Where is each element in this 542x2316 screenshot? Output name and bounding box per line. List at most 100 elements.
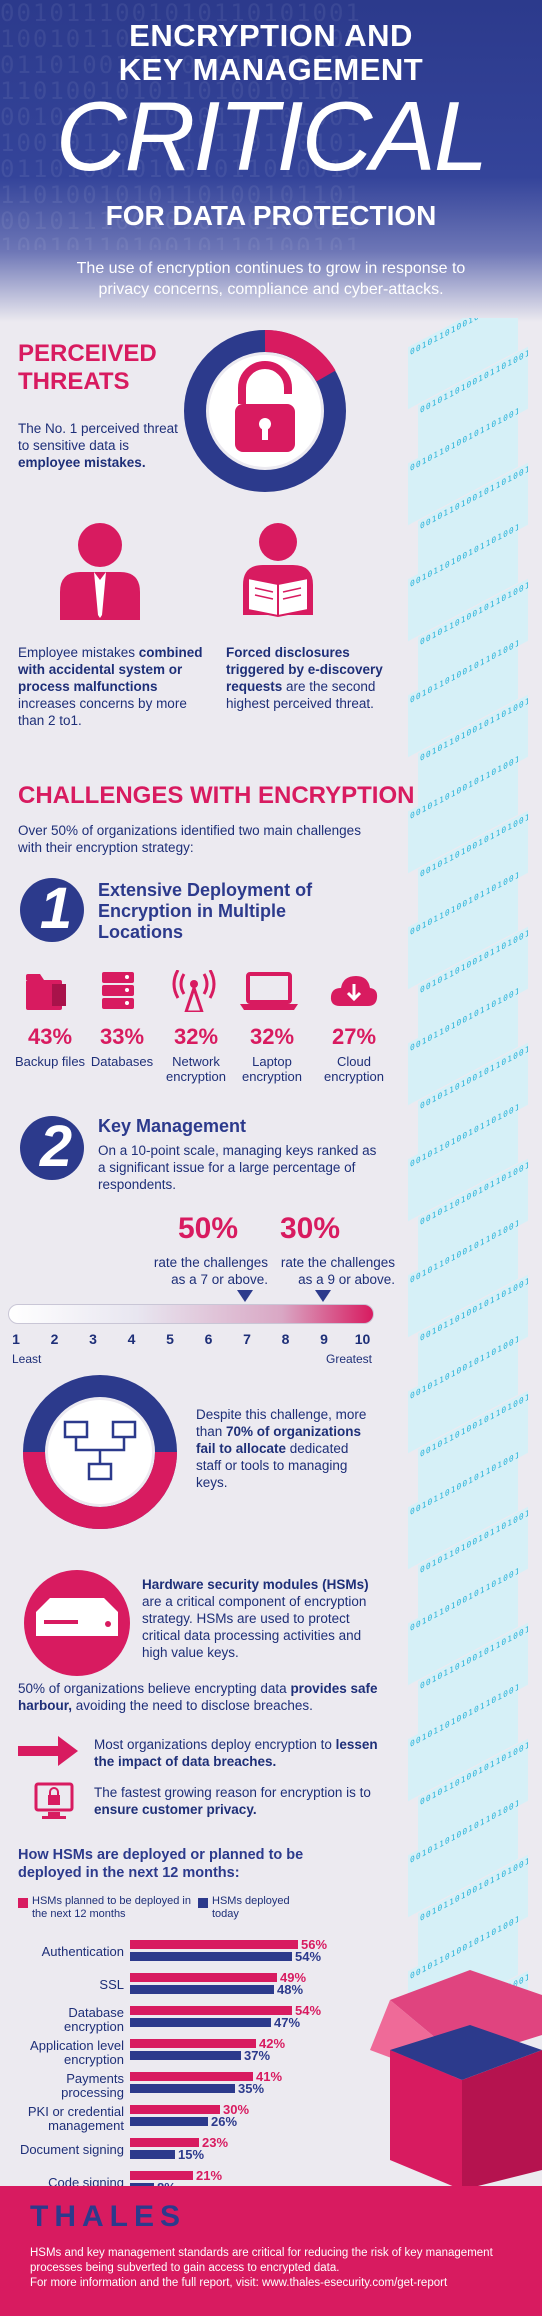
threats-title: PERCEIVED THREATS — [18, 340, 157, 396]
cloud-download-icon — [330, 976, 378, 1006]
rate-50-text: rate the challenges as a 7 or above. — [153, 1255, 268, 1287]
challenges-title: CHALLENGES WITH ENCRYPTION — [18, 782, 415, 809]
title-line-4: FOR DATA PROTECTION — [105, 200, 437, 231]
number-one-badge — [20, 878, 84, 942]
challenge-item-label: Databases — [90, 1054, 154, 1069]
bar-today-value: 47% — [274, 2015, 301, 2030]
challenge-item-label: Backup files — [14, 1054, 86, 1069]
binary-ribbon: 0010110100101101001011010010110100101101… — [404, 318, 542, 2028]
bar-planned — [130, 1940, 298, 1949]
employee-mistakes-text: Employee mistakes combined with accident… — [18, 644, 203, 729]
fail-allocate-text: Despite this challenge, more than 70% of… — [196, 1406, 376, 1491]
challenge-item-pct: 43% — [27, 1024, 73, 1049]
thales-logo: THALES — [30, 2200, 186, 2233]
bar-planned-value: 41% — [256, 2069, 283, 2084]
marker-9-icon — [315, 1290, 331, 1302]
bar-today-value: 37% — [244, 2048, 271, 2063]
challenge-item-label: Laptop encryption — [242, 1054, 302, 1084]
bar-today-value: 26% — [211, 2114, 238, 2129]
lessen-impact-text: Most organizations deploy encryption to … — [94, 1736, 384, 1770]
reading-person-icon — [243, 523, 313, 618]
legend-today: HSMs deployed today — [212, 1895, 290, 1920]
bar-planned — [130, 2072, 253, 2081]
bar-today — [130, 2018, 271, 2027]
employee-text-pre: Employee mistakes — [18, 645, 139, 660]
bar-planned — [130, 2105, 220, 2114]
safe-harbour-text: 50% of organizations believe encrypting … — [18, 1680, 378, 1714]
hsm-text-post: are a critical component of encryption s… — [142, 1594, 367, 1660]
threats-intro-text: The No. 1 perceived threat to sensitive … — [18, 421, 178, 453]
challenge-item-pct: 27% — [331, 1024, 377, 1049]
lock-donut-icon — [184, 329, 346, 492]
harbour-text-pre: 50% of organizations believe encrypting … — [18, 1681, 291, 1696]
bar-planned-value: 23% — [202, 2135, 229, 2150]
bar-planned-value: 42% — [259, 2036, 286, 2051]
scale-number: 10 — [354, 1331, 371, 1347]
footer-text: HSMs and key management standards are cr… — [30, 2246, 510, 2291]
challenge-item-label: Network encryption — [166, 1054, 226, 1084]
network-tower-icon — [172, 970, 216, 1012]
scale-number: 7 — [243, 1331, 251, 1347]
scale-bar — [8, 1304, 374, 1324]
bar-planned — [130, 2039, 256, 2048]
bar-category-label: SSL — [99, 1977, 124, 1992]
bar-category-label: Authentication — [41, 1944, 124, 1959]
backup-files-icon — [26, 974, 66, 1010]
lessen-text-bold: lessen the impact of data breaches. — [94, 1737, 378, 1769]
scale-number: 6 — [204, 1331, 213, 1347]
privacy-text-bold: ensure customer privacy. — [94, 1802, 257, 1817]
bar-today — [130, 2117, 208, 2126]
title-line-2: KEY MANAGEMENT — [118, 52, 424, 87]
hsm-chart-title: How HSMs are deployed or planned to be d… — [18, 1847, 304, 1881]
bar-today-value: 48% — [277, 1982, 304, 1997]
threats-intro-bold: employee mistakes. — [18, 455, 146, 470]
bar-planned-value: 49% — [280, 1970, 307, 1985]
challenge-item-pct: 32% — [173, 1024, 219, 1049]
hsm-text-bold: Hardware security modules (HSMs) — [142, 1577, 369, 1592]
threats-intro: The No. 1 perceived threat to sensitive … — [18, 420, 178, 471]
footer-link[interactable]: For more information and the full report… — [30, 2277, 448, 2289]
bar-planned-value: 21% — [196, 2168, 223, 2183]
scale-number: 3 — [89, 1331, 97, 1347]
arrow-right-icon — [18, 1736, 78, 1766]
title-line-1: ENCRYPTION AND — [129, 18, 413, 53]
scale-number: 1 — [12, 1331, 20, 1347]
forced-disclosures-text: Forced disclosures triggered by e-discov… — [226, 644, 401, 712]
scale-number: 4 — [127, 1331, 136, 1347]
bar-planned — [130, 2138, 199, 2147]
bar-today — [130, 2084, 235, 2093]
hsm-device-icon — [24, 1570, 130, 1676]
challenge-two-text: On a 10-point scale, managing keys ranke… — [98, 1143, 377, 1192]
bar-planned — [130, 1973, 277, 1982]
binary-background: 0010111001010110101001 10010110100101101… — [0, 0, 362, 250]
forced-text-post: are the second highest perceived threat. — [226, 679, 376, 711]
bar-today — [130, 1985, 274, 1994]
bar-planned-value: 30% — [223, 2102, 250, 2117]
fail-text-bold: 70% of organizations fail to allocate — [196, 1424, 362, 1456]
number-two: 2 — [39, 1114, 73, 1179]
fail-text-post: dedicated staff or tools to managing key… — [196, 1441, 349, 1490]
challenge-two-title: Key Management — [98, 1116, 247, 1136]
rate-30-pct: 30% — [280, 1212, 341, 1245]
rate-30-text: rate the challenges as a 9 or above. — [280, 1255, 395, 1287]
fail-text-pre: Despite this challenge, more than — [196, 1407, 367, 1439]
title-critical: CRITICAL — [55, 81, 489, 191]
challenges-intro: Over 50% of organizations identified two… — [18, 823, 361, 855]
challenge-item-label: Cloud encryption — [324, 1054, 384, 1084]
privacy-text: The fastest growing reason for encryptio… — [94, 1784, 384, 1818]
challenge-one-title: Extensive Deployment of Encryption in Mu… — [98, 880, 313, 942]
scale-number: 5 — [166, 1331, 174, 1347]
header-subtitle: The use of encryption continues to grow … — [76, 260, 466, 298]
scale-number: 8 — [281, 1331, 290, 1347]
scale-greatest: Greatest — [326, 1352, 373, 1366]
bar-category-label: Database encryption — [64, 2005, 124, 2034]
bar-planned-value: 54% — [295, 2003, 322, 2018]
legend-planned: HSMs planned to be deployed in the next … — [32, 1895, 191, 1920]
harbour-text-post: avoiding the need to disclose breaches. — [72, 1698, 313, 1713]
privacy-text-pre: The fastest growing reason for encryptio… — [94, 1785, 371, 1800]
employee-text-post: increases concerns by more than 2 to1. — [18, 696, 187, 728]
footer — [0, 2186, 542, 2316]
threats-title-line-1: PERCEIVED — [18, 340, 157, 367]
number-two-badge — [20, 1116, 84, 1180]
forced-text-bold: Forced disclosures triggered by e-discov… — [226, 645, 383, 694]
